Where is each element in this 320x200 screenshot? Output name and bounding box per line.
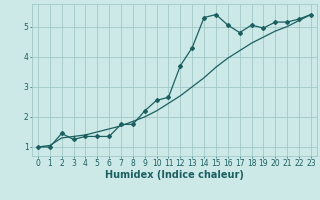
X-axis label: Humidex (Indice chaleur): Humidex (Indice chaleur) bbox=[105, 170, 244, 180]
